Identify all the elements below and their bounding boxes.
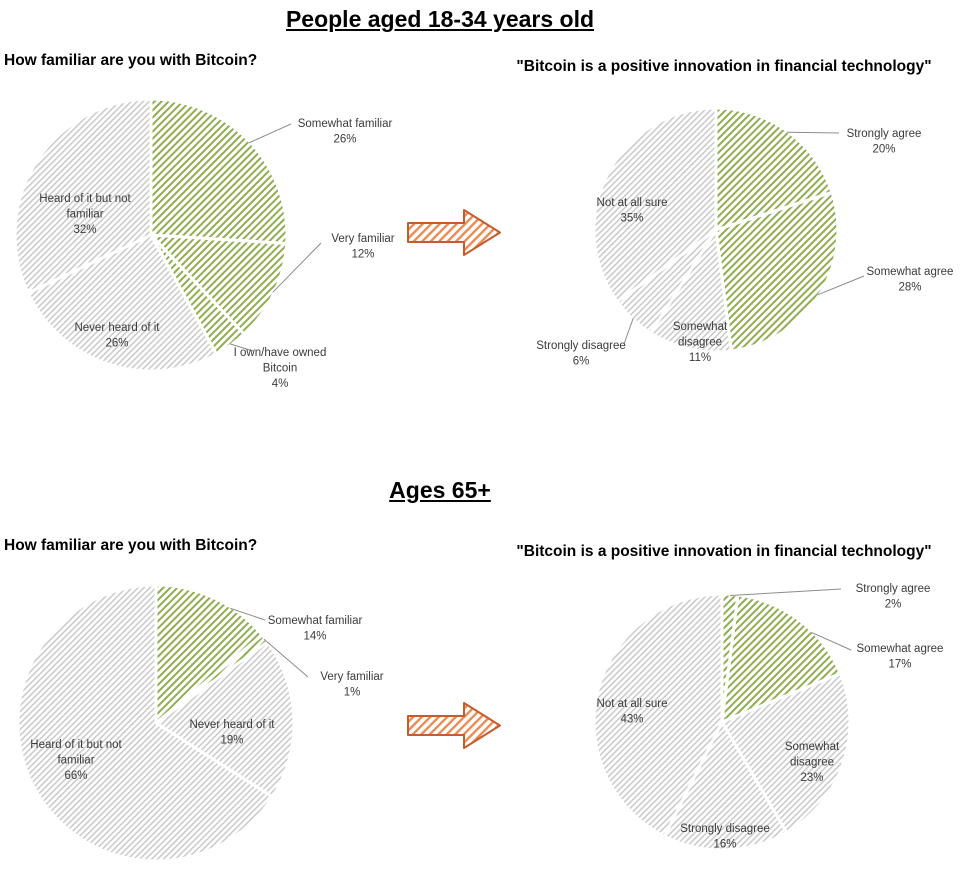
pie-slice-somewhat-disagree [649,228,733,354]
slice-label-somewhat-agree: Somewhat agree 28% [867,266,954,294]
pie-slice-strongly-disagree [662,720,789,852]
pie-chart-2: Somewhat familiar 14% Very familiar 1% Never… [16,583,384,863]
pie-slice-somewhat-familiar [149,97,289,245]
slice-label-i-own-have-owned-bitcoin: I own/have owned Bitcoin 4% [234,347,327,390]
leader-line [230,607,266,621]
pie-slice-not-at-all-sure [592,592,724,838]
section-title-18-34: People aged 18-34 years old [285,6,595,32]
section-title-65plus: Ages 65+ [389,477,491,503]
chart-title-opinion-65plus: "Bitcoin is a positive innovation in fin… [516,543,932,560]
slice-label-strongly-agree: Strongly agree 2% [856,583,931,611]
leader-line [229,343,254,352]
slice-label-not-at-all-sure: Not at all sure 43% [597,698,668,726]
leader-line [729,588,842,596]
pie-slice-somewhat-disagree [720,672,852,834]
leader-line [623,317,634,345]
slice-label-very-familiar: Very familiar 12% [331,233,394,261]
leader-line [248,123,292,144]
pie-slice-not-at-all-sure [592,106,718,304]
chart-title-familiarity-18-34: How familiar are you with Bitcoin? [4,52,258,69]
right-arrow-icon-bottom [407,702,501,749]
pie-chart-1: Strongly agree 20% Somewhat agree 28% Somewh… [536,106,954,368]
right-arrow-icon-top [407,209,501,256]
slice-label-never-heard-of-it: Never heard of it 26% [74,322,160,350]
slice-label-heard-of-it-but-not-familiar: Heard of it but not familiar 32% [39,193,131,236]
slice-label-somewhat-familiar: Somewhat familiar 14% [268,615,363,643]
slice-label-somewhat-familiar: Somewhat familiar 26% [298,118,393,146]
leader-line [817,275,865,296]
pie-slice-somewhat-agree [714,190,840,353]
slice-label-not-at-all-sure: Not at all sure 35% [597,197,668,225]
slice-label-strongly-disagree: Strongly disagree 16% [680,823,770,851]
pie-slice-very-familiar [149,233,289,336]
pie-slice-somewhat-agree [720,593,842,724]
pie-chart-3: Strongly agree 2% Somewhat agree 17% Somewha… [592,583,944,852]
pie-slice-heard-of-it-but-not-familiar [13,97,153,295]
pie-slice-never-heard-of-it [26,233,218,373]
chart-title-opinion-18-34: "Bitcoin is a positive innovation in fin… [516,58,932,75]
pie-chart-0: Somewhat familiar 26% Very familiar 12% I ow… [13,97,395,390]
slice-label-somewhat-disagree: Somewhat disagree 23% [785,741,840,784]
pie-slice-strongly-agree [714,106,834,232]
slice-label-never-heard-of-it: Never heard of it 19% [189,719,275,747]
slice-label-strongly-agree: Strongly agree 20% [847,128,922,156]
pie-slice-heard-of-it-but-not-familiar [16,583,274,863]
slice-label-heard-of-it-but-not-familiar: Heard of it but not familiar 66% [30,739,122,782]
leader-line [263,638,309,678]
leader-line [272,242,322,293]
chart-title-familiarity-65plus: How familiar are you with Bitcoin? [4,537,258,554]
slice-label-very-familiar: Very familiar 1% [320,671,383,699]
pie-slice-somewhat-familiar [154,583,264,725]
slice-label-somewhat-agree: Somewhat agree 17% [857,643,944,671]
slice-label-somewhat-disagree: Somewhat disagree 11% [673,321,728,364]
leader-line [811,631,852,651]
pie-slice-never-heard-of-it [154,640,296,799]
leader-line [786,131,840,134]
slice-label-strongly-disagree: Strongly disagree 6% [536,340,626,368]
